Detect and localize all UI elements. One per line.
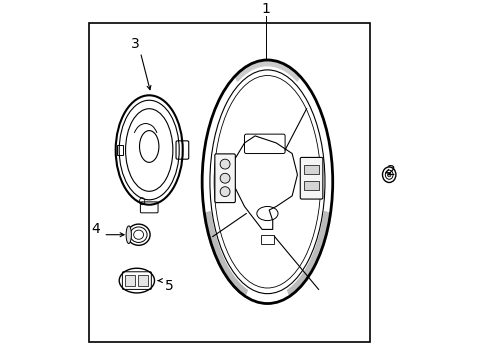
Bar — [304, 165, 318, 174]
Bar — [117, 145, 122, 155]
FancyBboxPatch shape — [214, 154, 235, 203]
Text: 1: 1 — [261, 2, 269, 16]
Bar — [304, 181, 318, 189]
Ellipse shape — [220, 187, 229, 197]
Ellipse shape — [220, 159, 229, 169]
Ellipse shape — [220, 173, 229, 183]
Polygon shape — [287, 212, 330, 297]
Text: 5: 5 — [165, 279, 174, 293]
Text: 4: 4 — [91, 222, 100, 237]
Ellipse shape — [386, 172, 390, 177]
Bar — [89, 23, 369, 342]
Text: 2: 2 — [386, 164, 395, 178]
Ellipse shape — [126, 226, 131, 243]
Bar — [125, 275, 135, 286]
Polygon shape — [203, 212, 247, 297]
Polygon shape — [234, 59, 300, 81]
Bar — [138, 275, 147, 286]
Text: 3: 3 — [130, 37, 139, 51]
FancyBboxPatch shape — [300, 157, 322, 199]
Bar — [261, 235, 273, 243]
